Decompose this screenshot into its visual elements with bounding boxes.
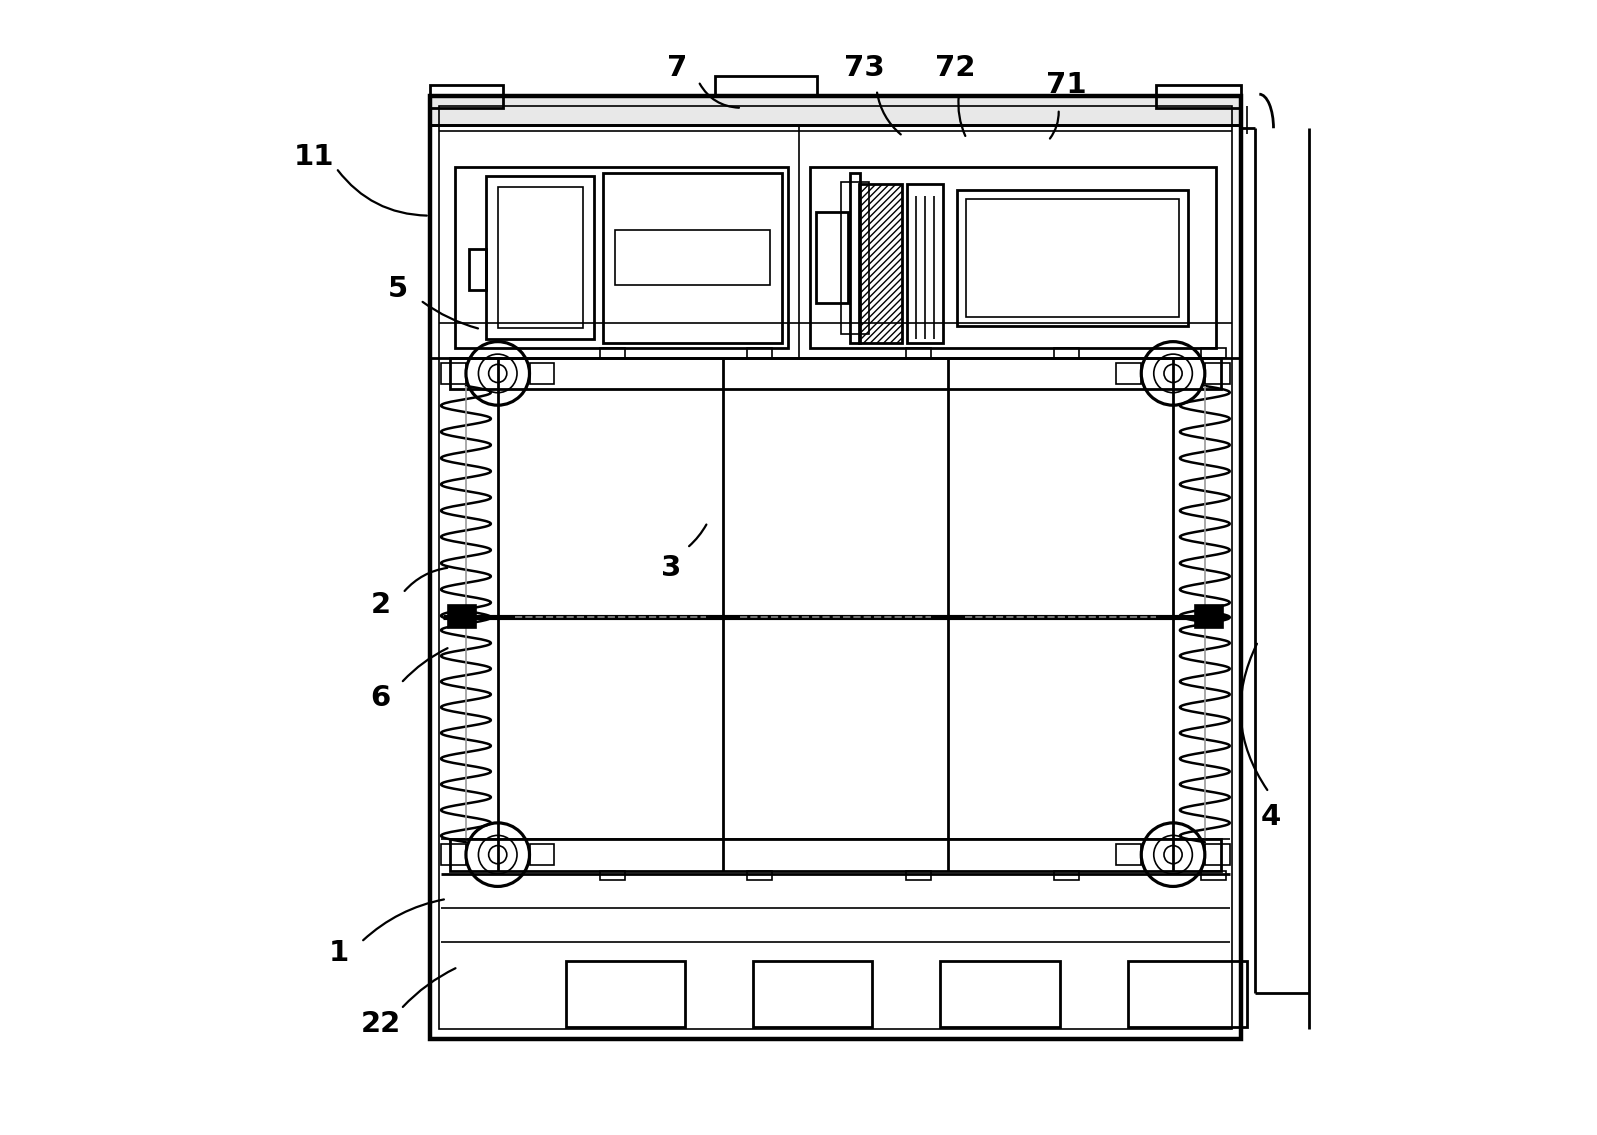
Text: 6: 6 [371,684,391,712]
Bar [966,199,1179,317]
Bar [455,167,787,348]
Text: 22: 22 [361,1010,401,1037]
Bar [941,961,1059,1027]
Bar [450,358,1220,389]
Bar [1195,605,1223,628]
Bar [1201,871,1226,880]
Text: 2: 2 [371,591,391,619]
Bar [450,839,1220,871]
Bar [441,844,466,865]
Text: 7: 7 [668,54,687,82]
Bar [754,961,872,1027]
Bar [1156,85,1241,108]
Bar [1204,363,1230,384]
Bar [810,167,1217,348]
Text: 71: 71 [1046,72,1086,99]
Text: 1: 1 [329,940,350,967]
Bar [747,871,773,880]
Bar [957,190,1188,326]
Bar [439,106,1231,1029]
Text: 4: 4 [1260,804,1281,831]
Bar [530,844,554,865]
Bar [615,230,770,285]
Bar [1054,348,1080,358]
Text: 3: 3 [661,554,682,581]
Bar [1116,844,1142,865]
Bar [430,85,503,108]
Bar [715,76,818,96]
Bar [1201,348,1226,358]
Bar [604,173,783,343]
Bar [850,173,859,343]
Bar [907,184,942,343]
Bar [907,871,931,880]
Bar [747,348,773,358]
Bar [600,348,624,358]
Text: 73: 73 [843,54,885,82]
Bar [816,212,848,303]
Bar [1127,961,1247,1027]
Bar [1116,363,1142,384]
Bar [498,187,583,328]
Bar [430,96,1241,125]
Bar [907,348,931,358]
Bar [840,182,869,334]
Bar [859,184,902,343]
Text: 11: 11 [294,143,334,170]
Bar [447,605,476,628]
Bar [600,871,624,880]
Bar [1054,871,1080,880]
Bar [430,96,1241,125]
Bar [565,961,685,1027]
Bar [441,363,466,384]
Bar [470,250,487,291]
Text: 5: 5 [388,276,407,303]
Bar [1204,844,1230,865]
Bar [430,96,1241,1039]
Text: 72: 72 [934,54,976,82]
Bar [487,176,594,339]
Bar [530,363,554,384]
